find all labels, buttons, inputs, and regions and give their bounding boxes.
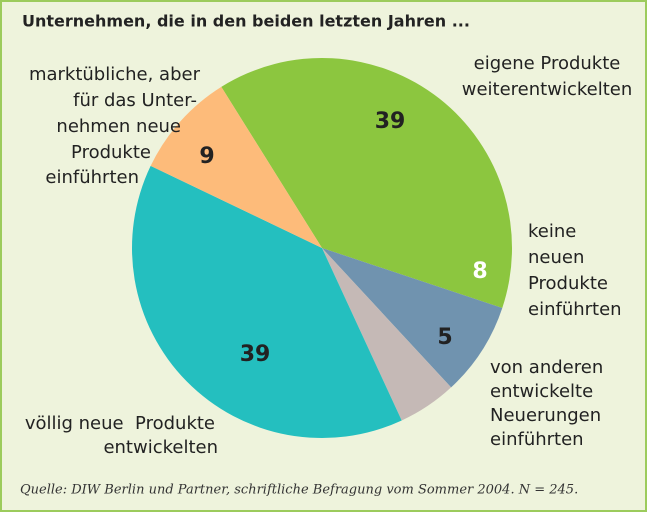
chart-title: Unternehmen, die in den beiden letzten J…: [22, 12, 470, 31]
value-label: 9: [199, 144, 214, 169]
category-label: von anderen: [490, 357, 603, 378]
pie-slice: [131, 165, 402, 439]
pie-slice: [221, 57, 512, 308]
category-label: eigene Produkte: [474, 53, 621, 74]
category-label: einführten: [490, 429, 584, 450]
category-label: völlig neue Produkte: [25, 413, 215, 434]
category-label: einführten: [528, 299, 622, 320]
category-label: entwickelten: [103, 437, 218, 458]
category-label: für das Unter-: [73, 90, 197, 111]
category-label: marktübliche, aber: [29, 64, 201, 85]
pie-slice: [322, 248, 452, 421]
category-label: nehmen neue: [56, 116, 181, 137]
category-label: entwickelte: [490, 381, 593, 402]
category-label: Produkte: [528, 273, 608, 294]
pie-slice: [322, 248, 503, 388]
pie-slice: [150, 86, 322, 248]
value-label: 5: [437, 325, 452, 350]
category-label: einführten: [45, 167, 139, 188]
value-label: 39: [375, 109, 406, 134]
category-label: keine: [528, 221, 576, 242]
category-label: Produkte: [71, 142, 151, 163]
source-note: Quelle: DIW Berlin und Partner, schriftl…: [20, 483, 578, 498]
category-label: neuen: [528, 247, 584, 268]
value-label: 8: [472, 259, 487, 284]
value-label: 39: [240, 342, 271, 367]
category-label: weiterentwickelten: [462, 79, 633, 100]
category-label: Neuerungen: [490, 405, 601, 426]
